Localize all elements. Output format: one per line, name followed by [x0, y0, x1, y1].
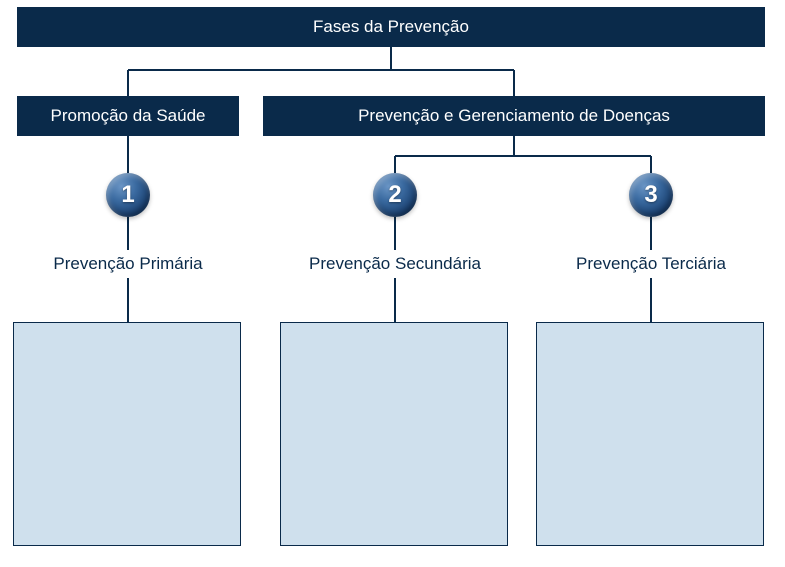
- sublabel-3: Prevenção Terciária: [551, 254, 751, 274]
- sublabel-1: Prevenção Primária: [28, 254, 228, 274]
- content-box-2: [280, 322, 508, 546]
- badge-3: 3: [629, 173, 673, 217]
- level2-promo: Promoção da Saúde: [17, 96, 239, 136]
- sublabel-1-text: Prevenção Primária: [53, 254, 202, 273]
- sublabel-3-text: Prevenção Terciária: [576, 254, 726, 273]
- badge-2: 2: [373, 173, 417, 217]
- badge-2-number: 2: [388, 181, 401, 209]
- badge-1: 1: [106, 173, 150, 217]
- badge-3-number: 3: [644, 181, 657, 209]
- content-box-3: [536, 322, 764, 546]
- root-header-label: Fases da Prevenção: [313, 17, 469, 37]
- badge-1-number: 1: [121, 181, 134, 209]
- content-box-1: [13, 322, 241, 546]
- root-header: Fases da Prevenção: [17, 7, 765, 47]
- level2-promo-label: Promoção da Saúde: [51, 106, 206, 126]
- sublabel-2-text: Prevenção Secundária: [309, 254, 481, 273]
- sublabel-2: Prevenção Secundária: [295, 254, 495, 274]
- level2-prevmgmt: Prevenção e Gerenciamento de Doenças: [263, 96, 765, 136]
- level2-prevmgmt-label: Prevenção e Gerenciamento de Doenças: [358, 106, 670, 126]
